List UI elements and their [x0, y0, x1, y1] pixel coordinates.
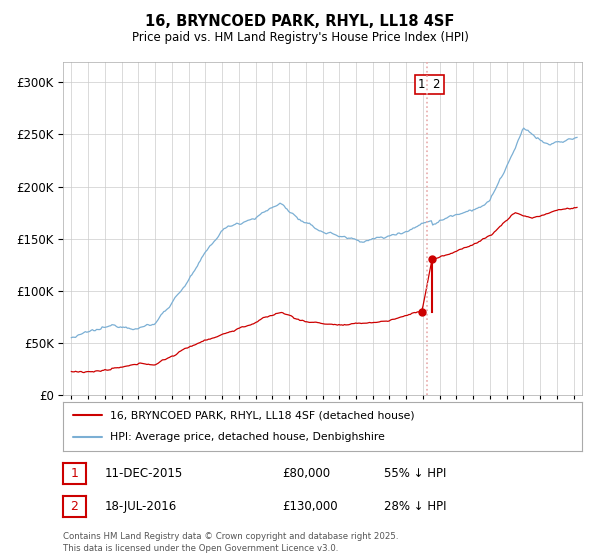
Text: 16, BRYNCOED PARK, RHYL, LL18 4SF: 16, BRYNCOED PARK, RHYL, LL18 4SF [145, 14, 455, 29]
Text: £130,000: £130,000 [282, 500, 338, 513]
Text: 2: 2 [70, 500, 79, 513]
Text: 11-DEC-2015: 11-DEC-2015 [105, 467, 183, 480]
Text: 18-JUL-2016: 18-JUL-2016 [105, 500, 177, 513]
Text: 1: 1 [70, 467, 79, 480]
Text: 16, BRYNCOED PARK, RHYL, LL18 4SF (detached house): 16, BRYNCOED PARK, RHYL, LL18 4SF (detac… [110, 410, 415, 421]
Text: Price paid vs. HM Land Registry's House Price Index (HPI): Price paid vs. HM Land Registry's House … [131, 31, 469, 44]
Text: Contains HM Land Registry data © Crown copyright and database right 2025.
This d: Contains HM Land Registry data © Crown c… [63, 532, 398, 553]
Text: 28% ↓ HPI: 28% ↓ HPI [384, 500, 446, 513]
Text: 55% ↓ HPI: 55% ↓ HPI [384, 467, 446, 480]
Text: £80,000: £80,000 [282, 467, 330, 480]
Text: HPI: Average price, detached house, Denbighshire: HPI: Average price, detached house, Denb… [110, 432, 385, 442]
Text: 1  2: 1 2 [418, 78, 441, 91]
